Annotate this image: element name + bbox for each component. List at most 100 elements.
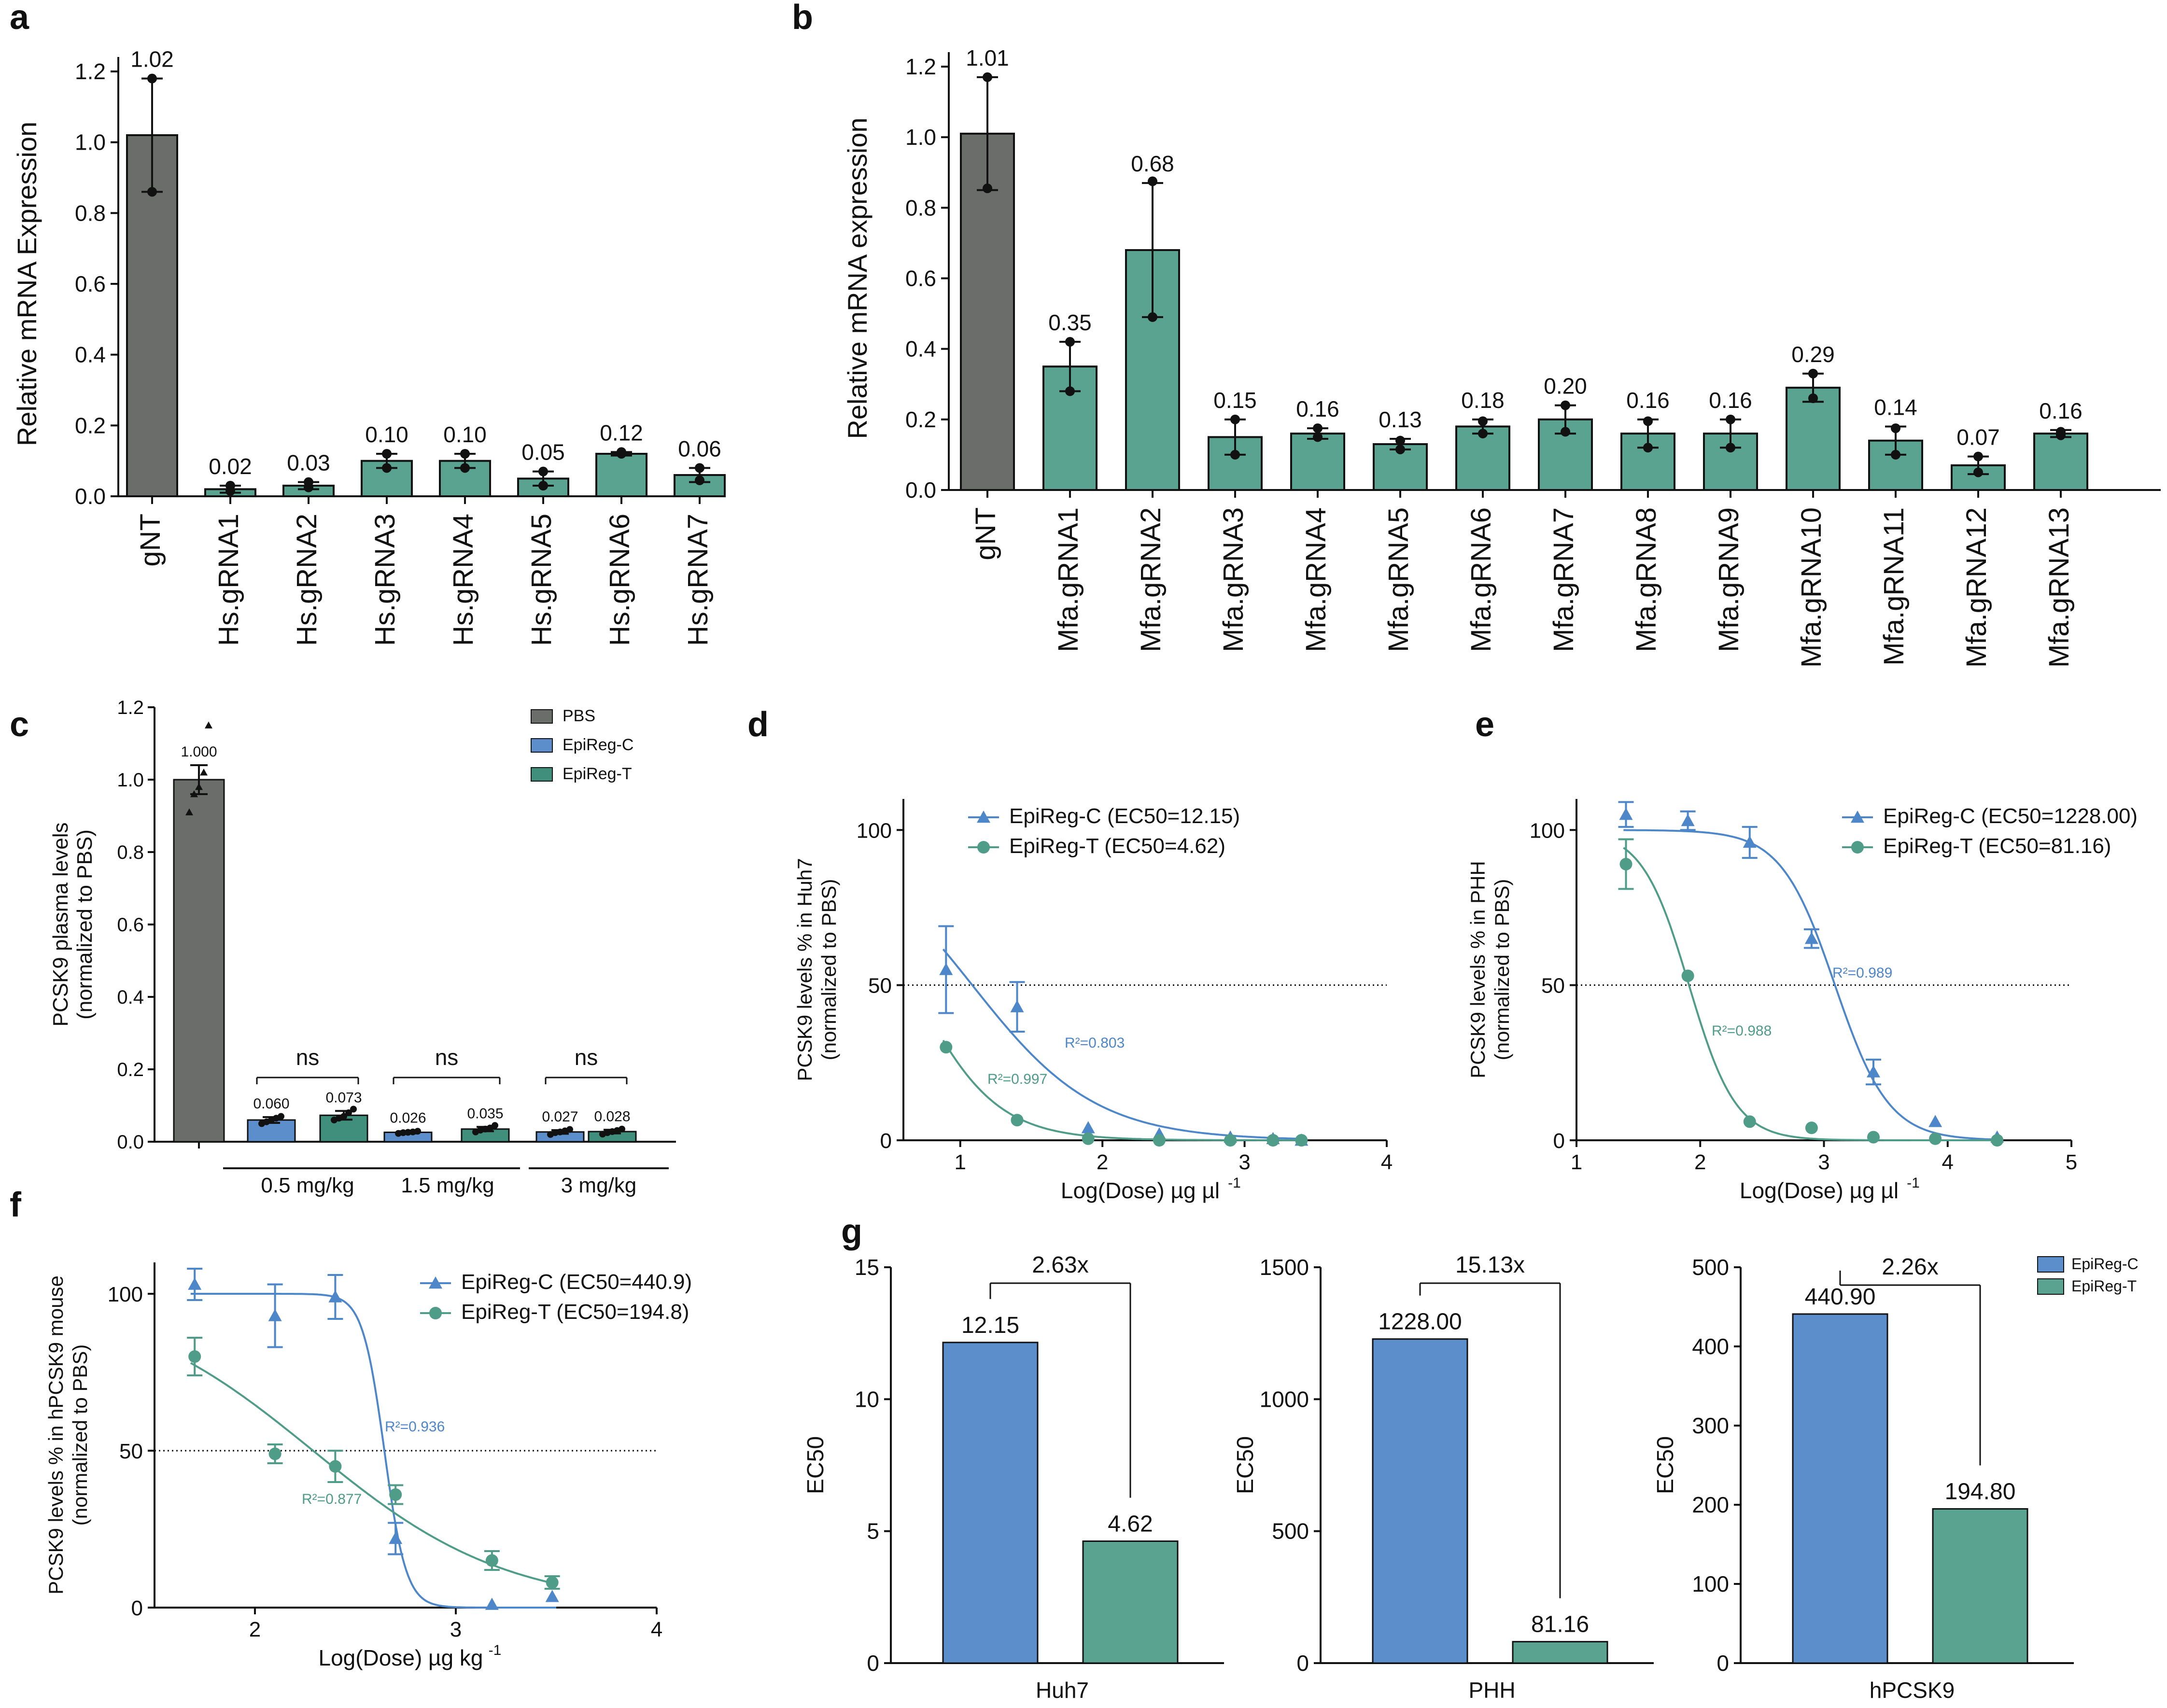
y-tick-label: 1000 [1260,1386,1309,1412]
y-tick-label: 0.2 [117,1059,144,1080]
x-tick-label: 2 [249,1618,261,1641]
fold-label: 15.13x [1455,1252,1525,1278]
x-tick-label: 4 [651,1618,662,1641]
y-tick-label: 0.2 [905,407,936,432]
sig-label: ns [296,1045,320,1070]
data-point [185,808,193,815]
legend-label-PBS: PBS [563,707,595,725]
r2-label-1: R²=0.997 [987,1071,1047,1087]
y-axis-label: PCSK9 levels % in hPCSK9 mouse [44,1275,67,1595]
bar-Mfa.gRNA10 [1786,387,1841,491]
value-label-gNT: 1.01 [966,45,1009,70]
x-tick-label: 5 [2066,1150,2077,1174]
x-tick-label: 3 [450,1618,462,1641]
data-point-circle [268,1447,281,1460]
data-point [983,72,992,82]
bar-Mfa.gRNA13 [2033,433,2088,491]
value-label-EpiReg-C: 12.15 [961,1313,1019,1338]
x-tick-label-Mfa.gRNA8: Mfa.gRNA8 [1631,507,1662,652]
value-label-Mfa.gRNA1: 0.35 [1048,310,1092,335]
data-point [1561,400,1570,410]
data-point-triangle [268,1309,282,1321]
x-tick-label-Mfa.gRNA4: Mfa.gRNA4 [1300,507,1332,652]
data-point-circle [1619,857,1632,870]
data-point [1808,393,1818,403]
data-point [1808,368,1818,378]
data-point [1973,467,1983,477]
panel-label-e: e [1475,705,1494,744]
value-label-Mfa.gRNA8: 0.16 [1626,388,1670,413]
y-tick-label: 50 [119,1440,143,1463]
data-point [460,449,470,459]
value-label: 0.035 [467,1106,503,1121]
r2-label-1: R²=0.988 [1712,1023,1772,1039]
data-point [1643,416,1653,426]
y-axis-label-2: (normalized to PBS) [1491,879,1513,1061]
legend-label-EpiReg-C: EpiReg-C [563,736,633,754]
data-point [400,1129,407,1136]
value-label: 0.028 [594,1108,630,1124]
value-label-Mfa.gRNA3: 0.15 [1213,388,1257,413]
x-tick-label-Mfa.gRNA6: Mfa.gRNA6 [1465,507,1497,652]
data-point [1065,386,1075,396]
bar-EpiReg-C [1372,1338,1468,1664]
data-point-triangle [1928,1115,1942,1127]
x-tick-label-Mfa.gRNA2: Mfa.gRNA2 [1135,507,1167,652]
data-point-circle [329,1460,342,1473]
x-category-label: hPCSK9 [1870,1678,1955,1703]
legend-label-0: EpiReg-C (EC50=440.9) [461,1270,692,1294]
value-label-Hs.gRNA6: 0.12 [600,420,643,445]
value-label-EpiReg-T: 4.62 [1108,1511,1153,1537]
data-point [1065,337,1075,347]
value-label-Mfa.gRNA12: 0.07 [1956,425,2000,450]
y-tick-label: 0.0 [905,477,936,503]
x-tick-label-Mfa.gRNA10: Mfa.gRNA10 [1796,507,1827,668]
r2-label-0: R²=0.936 [385,1419,445,1435]
x-tick-label-Hs.gRNA5: Hs.gRNA5 [526,514,557,646]
bar-EpiReg-C [1792,1313,1888,1664]
x-axis-label: Log(Dose) µg kg [318,1645,483,1670]
value-label-Mfa.gRNA11: 0.14 [1874,394,1917,420]
group-label-1: 1.5 mg/kg [401,1174,494,1197]
x-tick-label-gNT: gNT [135,514,166,567]
y-tick-label: 0.6 [905,266,936,291]
x-tick-label: 2 [1694,1150,1706,1174]
y-tick-label: 0.4 [75,342,106,367]
data-point [278,1113,284,1120]
y-axis-label: PCSK9 levels % in PHH [1466,861,1489,1078]
legend-marker-0 [429,1276,442,1289]
data-point [1313,432,1323,442]
data-point [1148,176,1157,186]
y-tick-label: 10 [855,1386,879,1412]
legend-swatch-PBS [531,709,553,724]
data-point-triangle [1867,1065,1880,1078]
x-tick-label: 3 [1238,1150,1250,1174]
legend-marker-1 [977,841,990,854]
value-label-EpiReg-C: 1228.00 [1378,1309,1462,1335]
data-point-circle [188,1350,201,1363]
value-label-gNT: 1.02 [130,47,174,72]
legend-swatch-EpiReg-C [2037,1256,2064,1273]
x-tick-label: 1 [1571,1150,1582,1174]
data-point-circle [1991,1134,2004,1147]
value-label-Mfa.gRNA10: 0.29 [1791,342,1835,367]
legend-label-EpiReg-T: EpiReg-T [2071,1277,2137,1295]
sig-label: ns [575,1045,598,1070]
data-point [983,183,992,194]
data-point-triangle [188,1277,202,1290]
x-tick-label: 1 [955,1150,966,1174]
y-tick-label: 0.8 [75,200,106,225]
y-tick-label: 1.0 [905,125,936,150]
x-tick-label-Mfa.gRNA11: Mfa.gRNA11 [1878,507,1910,666]
y-tick-label: 300 [1692,1413,1729,1438]
y-axis-label: PCSK9 levels % in Huh7 [793,858,816,1081]
data-point [382,463,392,473]
data-point [1973,451,1983,462]
panel-label-a: a [10,0,29,37]
y-axis-label: Relative mRNA Expression [12,122,42,446]
value-label-Mfa.gRNA4: 0.16 [1296,396,1339,421]
data-point-circle [1082,1132,1095,1145]
panel-label-b: b [792,0,813,37]
data-point [205,721,212,728]
legend-label-1: EpiReg-T (EC50=194.8) [461,1300,689,1324]
